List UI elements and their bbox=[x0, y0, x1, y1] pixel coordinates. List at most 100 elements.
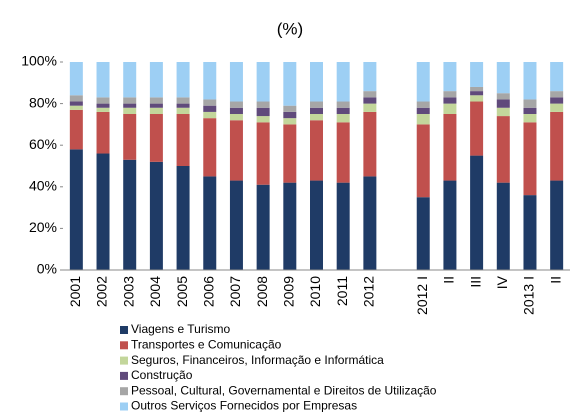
bar-segment bbox=[256, 122, 270, 185]
legend-label: Pessoal, Cultural, Governamental e Direi… bbox=[131, 383, 437, 397]
bar-segment bbox=[443, 97, 457, 104]
bar-segment bbox=[310, 107, 323, 114]
bar-segment bbox=[550, 62, 564, 92]
legend-swatch bbox=[120, 402, 128, 411]
bar-segment bbox=[149, 107, 163, 114]
bar-segment bbox=[416, 107, 430, 114]
bar-segment bbox=[416, 114, 430, 125]
bar-segment bbox=[149, 97, 163, 104]
bar-segment bbox=[149, 114, 163, 162]
bar-segment bbox=[176, 97, 190, 104]
bar-segment bbox=[149, 103, 163, 108]
y-tick-label: 80% bbox=[29, 94, 57, 110]
x-tick-label: 2007 bbox=[227, 276, 243, 307]
bar-segment bbox=[283, 105, 297, 112]
bar-segment bbox=[96, 153, 110, 270]
x-tick-label: 2006 bbox=[200, 276, 216, 307]
bar-segment bbox=[470, 101, 484, 156]
bar-segment bbox=[176, 114, 190, 166]
bar-segment bbox=[416, 101, 430, 108]
bar-segment bbox=[96, 97, 110, 104]
x-tick-label: 2008 bbox=[254, 276, 270, 307]
legend-swatch bbox=[120, 387, 128, 396]
bar-segment bbox=[149, 161, 163, 270]
y-tick-label: 40% bbox=[29, 178, 57, 194]
bar-segment bbox=[416, 197, 430, 270]
legend-swatch bbox=[120, 341, 128, 350]
x-tick-label: 2003 bbox=[120, 276, 136, 307]
bar-segment bbox=[550, 111, 564, 181]
x-tick-label: 2002 bbox=[94, 276, 110, 307]
bar-segment bbox=[69, 95, 83, 102]
bar-segment bbox=[336, 107, 350, 114]
bar-segment bbox=[363, 111, 377, 177]
bar-segment bbox=[523, 114, 537, 123]
bar-segment bbox=[256, 62, 270, 102]
bar-segment bbox=[96, 62, 110, 98]
bar-segment bbox=[550, 180, 564, 270]
bar-segment bbox=[176, 166, 190, 270]
bar-segment bbox=[550, 97, 564, 104]
bar-segment bbox=[283, 124, 297, 183]
x-tick-label: 2012 bbox=[361, 276, 377, 307]
x-tick-label: 2004 bbox=[147, 276, 163, 307]
bar-segment bbox=[496, 93, 510, 100]
bar-segment bbox=[363, 62, 377, 92]
bar-segment bbox=[310, 180, 323, 270]
y-tick-label: 0% bbox=[37, 261, 57, 277]
bar-segment bbox=[69, 62, 83, 96]
bar-segment bbox=[176, 62, 190, 98]
x-tick-label: IV bbox=[494, 275, 510, 289]
x-tick-label: II bbox=[441, 276, 457, 284]
legend-swatch bbox=[120, 326, 128, 334]
x-tick-label: 2009 bbox=[281, 276, 297, 307]
bar-segment bbox=[283, 182, 297, 270]
bar-segment bbox=[176, 107, 190, 114]
bar-segment bbox=[443, 114, 457, 181]
y-tick-label: 20% bbox=[29, 219, 57, 235]
bar-segment bbox=[203, 62, 217, 100]
bar-segment bbox=[203, 118, 217, 177]
legend-label: Viagens e Turismo bbox=[131, 322, 230, 336]
legend-label: Seguros, Financeiros, Informação e Infor… bbox=[131, 353, 384, 367]
bar-segment bbox=[523, 122, 537, 196]
x-tick-label: II bbox=[547, 276, 563, 284]
x-tick-label: 2013 I bbox=[521, 276, 537, 315]
bar-segment bbox=[229, 62, 243, 102]
bar-segment bbox=[443, 91, 457, 98]
bar-segment bbox=[363, 91, 377, 98]
legend-swatch bbox=[120, 371, 128, 380]
bar-segment bbox=[523, 62, 537, 100]
bar-segment bbox=[69, 101, 83, 106]
bar-segment bbox=[229, 107, 243, 114]
x-tick-label: 2010 bbox=[307, 276, 323, 307]
bar-segment bbox=[310, 114, 323, 121]
bar-segment bbox=[550, 103, 564, 112]
bar-segment bbox=[69, 109, 83, 150]
bar-segment bbox=[523, 107, 537, 114]
bar-segment bbox=[470, 62, 484, 87]
bar-segment bbox=[443, 103, 457, 114]
bar-segment bbox=[283, 62, 297, 106]
bar-segment bbox=[69, 149, 83, 270]
bar-segment bbox=[523, 99, 537, 108]
bar-segment bbox=[470, 86, 484, 92]
x-tick-label: 2011 bbox=[334, 276, 350, 306]
x-tick-label: 2012 I bbox=[414, 276, 430, 315]
legend-label: Transportes e Comunicação bbox=[131, 337, 282, 351]
bar-segment bbox=[123, 103, 137, 108]
bar-segment bbox=[229, 114, 243, 121]
bar-segment bbox=[203, 111, 217, 119]
bar-segment bbox=[123, 159, 137, 270]
legend-label: Construção bbox=[131, 368, 193, 382]
bar-segment bbox=[443, 180, 457, 270]
x-tick-label: III bbox=[467, 276, 483, 288]
bar-segment bbox=[229, 120, 243, 181]
chart-title: (%) bbox=[277, 19, 303, 38]
bar-segment bbox=[283, 118, 297, 125]
bar-segment bbox=[229, 180, 243, 270]
legend-label: Outros Serviços Fornecidos por Empresas bbox=[131, 399, 357, 413]
bar-segment bbox=[123, 97, 137, 104]
bar-segment bbox=[256, 116, 270, 123]
